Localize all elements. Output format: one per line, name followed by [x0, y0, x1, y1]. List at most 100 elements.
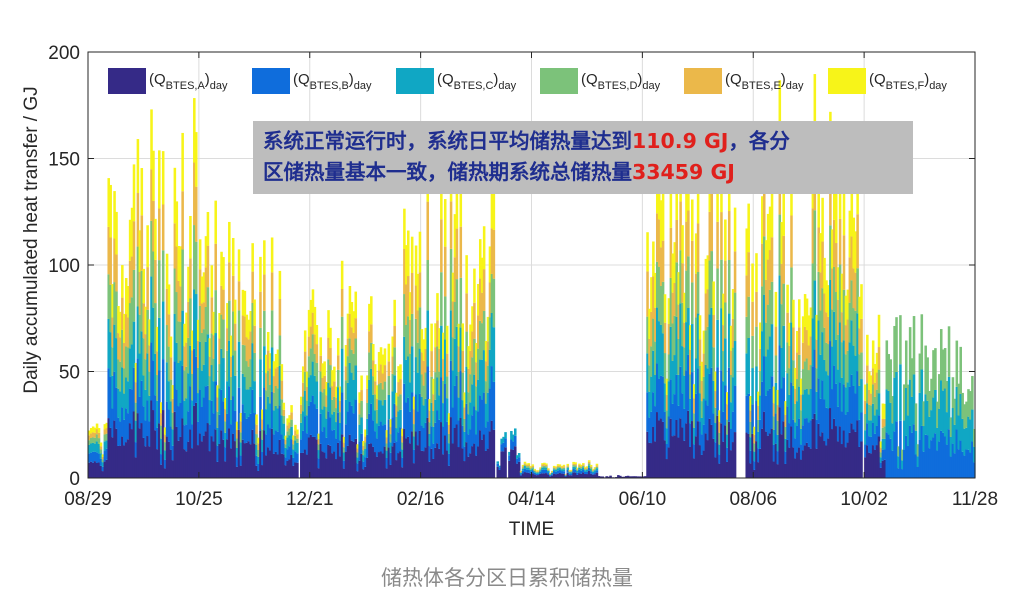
stack-segment-F — [486, 316, 490, 342]
day-stack — [515, 455, 519, 478]
stack-segment-B — [926, 435, 929, 478]
stack-segment-E — [416, 310, 420, 343]
stack-segment-B — [352, 413, 356, 442]
stack-segment-F — [193, 98, 196, 163]
stack-segment-A — [282, 454, 286, 478]
stack-segment-E — [228, 262, 231, 301]
stack-segment-C — [502, 436, 505, 443]
stack-segment-C — [128, 348, 132, 389]
stack-segment-F — [797, 299, 801, 328]
stack-segment-F — [136, 139, 140, 194]
stack-segment-F — [395, 392, 398, 406]
day-stack — [959, 346, 962, 478]
day-stack — [539, 467, 542, 478]
day-stack — [307, 309, 311, 478]
stack-segment-D — [971, 375, 974, 410]
stack-segment-D — [453, 302, 457, 339]
stack-segment-F — [185, 312, 188, 343]
stack-segment-E — [364, 436, 367, 443]
stack-segment-C — [391, 391, 394, 418]
stack-segment-E — [226, 328, 229, 351]
day-stack — [259, 256, 262, 478]
day-stack — [247, 319, 251, 478]
stack-segment-B — [681, 393, 684, 428]
stack-segment-A — [593, 474, 597, 478]
stack-segment-D — [194, 241, 198, 295]
stack-segment-C — [124, 377, 128, 409]
stack-segment-A — [834, 426, 838, 478]
stack-segment-A — [850, 423, 854, 478]
day-stack — [233, 299, 237, 478]
stack-segment-C — [175, 342, 179, 390]
stack-segment-B — [829, 341, 832, 409]
stack-segment-F — [158, 150, 161, 209]
stack-segment-B — [418, 393, 422, 431]
stack-segment-B — [134, 442, 138, 458]
stack-segment-C — [220, 348, 223, 390]
stack-segment-B — [284, 457, 288, 466]
stack-segment-C — [366, 418, 369, 435]
stack-segment-D — [257, 449, 260, 457]
stack-segment-B — [580, 470, 583, 474]
stack-segment-E — [286, 425, 289, 432]
stack-segment-C — [407, 356, 410, 398]
day-stack — [591, 468, 595, 478]
stack-segment-D — [864, 413, 867, 431]
stack-segment-B — [704, 400, 708, 434]
stack-segment-E — [399, 379, 402, 395]
stack-segment-F — [873, 363, 877, 383]
stack-segment-B — [216, 445, 219, 462]
day-stack — [652, 241, 655, 478]
stack-segment-F — [685, 168, 688, 222]
day-stack — [628, 476, 632, 478]
stack-segment-F — [451, 272, 455, 302]
stack-segment-C — [449, 310, 453, 361]
stack-segment-F — [88, 430, 91, 436]
stack-segment-E — [807, 345, 811, 371]
stack-segment-A — [846, 442, 850, 478]
day-stack — [685, 168, 688, 478]
stack-segment-E — [235, 429, 239, 439]
stack-segment-E — [720, 212, 723, 260]
stack-segment-B — [928, 448, 931, 478]
stack-segment-F — [558, 464, 562, 466]
stack-segment-B — [726, 447, 729, 462]
stack-segment-E — [669, 227, 673, 278]
day-stack — [156, 326, 159, 478]
stack-segment-E — [177, 280, 181, 322]
stack-segment-D — [677, 338, 680, 375]
stack-segment-F — [393, 299, 396, 326]
stack-segment-D — [461, 372, 465, 401]
stack-segment-B — [294, 451, 297, 463]
stack-segment-E — [821, 241, 824, 289]
stack-segment-D — [173, 268, 177, 314]
stack-segment-C — [926, 400, 929, 436]
stack-segment-D — [478, 320, 482, 360]
stack-segment-F — [309, 299, 313, 327]
stack-segment-E — [428, 410, 431, 423]
stack-segment-F — [148, 319, 151, 346]
stack-segment-D — [720, 259, 723, 309]
day-stack — [428, 399, 431, 478]
stack-segment-F — [883, 403, 887, 419]
day-stack — [455, 184, 459, 478]
stack-segment-D — [788, 368, 791, 395]
stack-segment-D — [338, 412, 342, 424]
stack-segment-A — [95, 462, 99, 478]
stack-segment-D — [272, 392, 276, 411]
stack-segment-F — [290, 405, 293, 413]
stack-segment-D — [906, 384, 910, 416]
stack-segment-F — [492, 180, 496, 230]
stack-segment-B — [319, 413, 323, 444]
stack-segment-D — [428, 422, 431, 435]
stack-segment-B — [527, 469, 531, 473]
stack-segment-A — [296, 462, 299, 478]
stack-segment-F — [144, 306, 147, 335]
stack-segment-E — [185, 342, 188, 367]
stack-segment-F — [263, 240, 266, 275]
stack-segment-C — [751, 368, 754, 405]
day-stack — [971, 375, 974, 478]
day-stack — [228, 221, 231, 478]
stack-segment-C — [895, 371, 898, 422]
stack-segment-C — [103, 441, 107, 452]
